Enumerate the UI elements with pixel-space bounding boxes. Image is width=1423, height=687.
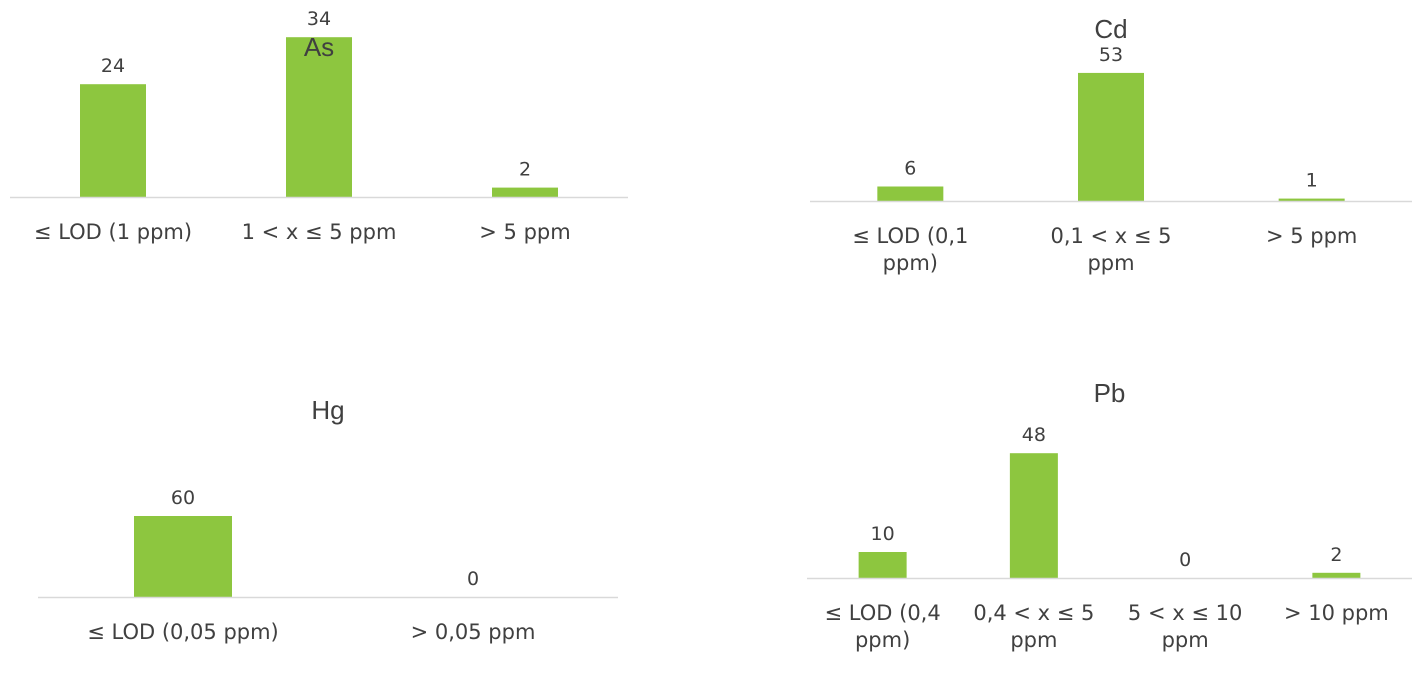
bar (492, 187, 558, 197)
category-label: ≤ LOD (1 ppm) (33, 220, 193, 244)
bar (1078, 72, 1144, 202)
data-label: 2 (519, 159, 531, 181)
bar (286, 37, 352, 198)
bar (858, 552, 907, 578)
data-label: 34 (307, 8, 331, 30)
bar (80, 84, 146, 197)
bar (1312, 572, 1361, 578)
chart-title: Pb (1093, 378, 1126, 408)
chart-plot: 24 34 2 (10, 8, 628, 199)
category-label: 1 < x ≤ 5 ppm (241, 220, 397, 244)
category-label: ≤ LOD (0,05 ppm) (87, 620, 279, 644)
chart-plot: 60 0 (38, 487, 618, 599)
category-label: > 0,05 ppm (410, 620, 536, 644)
chart-as: As 24 34 2 ≤ LOD (1 ppm) 1 < x ≤ 5 ppm > 5 p… (10, 0, 628, 287)
data-label: 1 (1306, 170, 1318, 192)
chart-title: As (303, 32, 335, 62)
chart-plot: 6 53 1 (810, 44, 1412, 203)
chart-title: Cd (1094, 14, 1128, 44)
category-label: 0,4 < x ≤ 5 ppm (973, 601, 1095, 652)
category-label: ≤ LOD (0,1 ppm) (852, 224, 969, 275)
data-label: 0 (467, 568, 479, 590)
data-label: 10 (871, 523, 895, 545)
bar (1278, 198, 1345, 201)
chart-cd: Cd 6 53 1 ≤ LOD (0,1 ppm) 0,1 < x ≤ 5 ppm > … (810, 0, 1412, 291)
category-label: > 10 ppm (1283, 601, 1389, 625)
bar (877, 186, 944, 201)
data-label: 6 (904, 158, 916, 180)
bar (134, 516, 232, 597)
data-label: 60 (171, 487, 195, 509)
data-label: 0 (1179, 549, 1191, 571)
category-label: ≤ LOD (0,4 ppm) (824, 601, 941, 652)
category-label: > 5 ppm (1265, 224, 1358, 248)
category-label: 0,1 < x ≤ 5 ppm (1050, 224, 1172, 275)
category-label: 5 < x ≤ 10 ppm (1127, 601, 1243, 652)
chart-pb: Pb 10 48 0 2 ≤ LOD (0,4 ppm) 0,4 < x ≤ 5 ppm… (807, 360, 1412, 668)
chart-title: Hg (311, 395, 345, 425)
data-label: 24 (101, 55, 125, 77)
data-label: 2 (1330, 544, 1342, 566)
category-label: > 5 ppm (479, 220, 571, 244)
bar (1009, 453, 1058, 578)
chart-plot: 10 48 0 2 (807, 424, 1412, 580)
chart-hg: Hg 60 0 ≤ LOD (0,05 ppm) > 0,05 ppm (38, 335, 618, 687)
data-label: 53 (1099, 44, 1123, 66)
data-label: 48 (1022, 424, 1046, 446)
